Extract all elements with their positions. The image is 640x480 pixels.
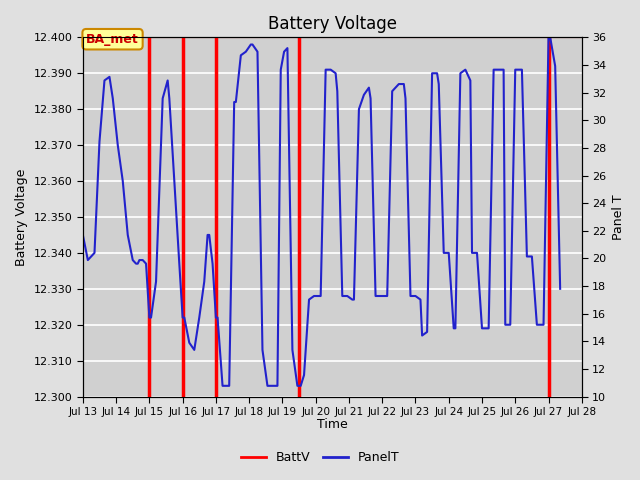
Y-axis label: Panel T: Panel T bbox=[612, 194, 625, 240]
Y-axis label: Battery Voltage: Battery Voltage bbox=[15, 168, 28, 265]
Text: BA_met: BA_met bbox=[86, 33, 139, 46]
X-axis label: Time: Time bbox=[317, 419, 348, 432]
Legend: BattV, PanelT: BattV, PanelT bbox=[236, 446, 404, 469]
Title: Battery Voltage: Battery Voltage bbox=[268, 15, 397, 33]
